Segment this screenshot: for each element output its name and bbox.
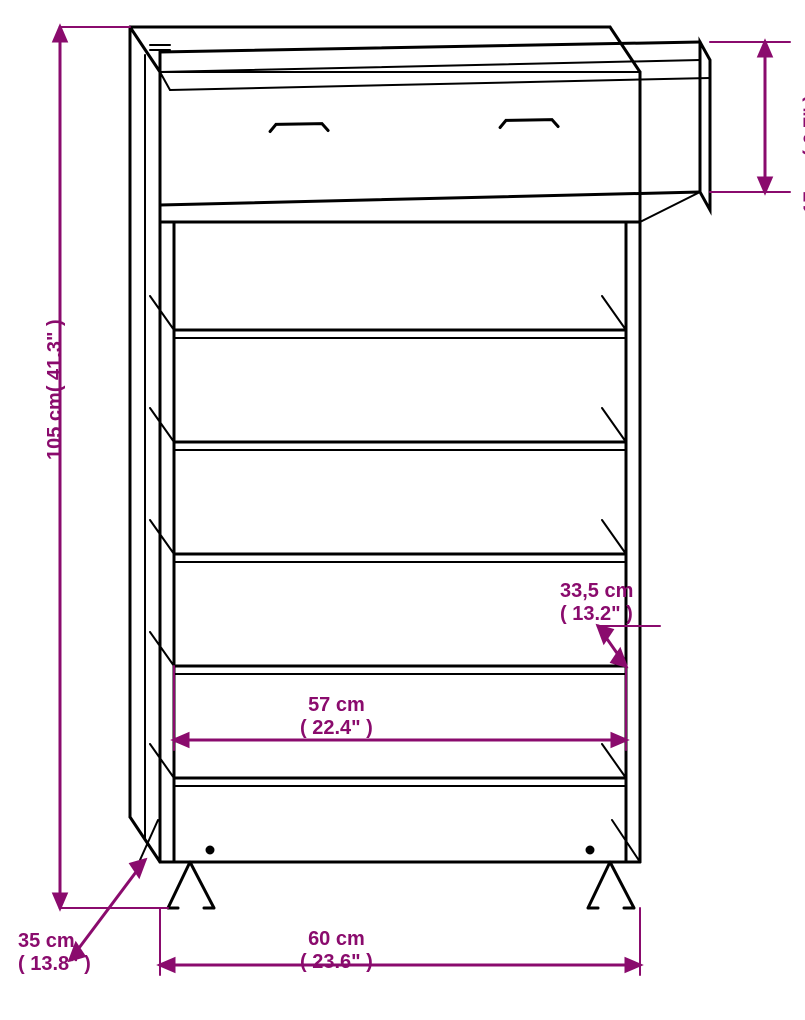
dim-drawer-h-cm: 17 cm( 6.7" ) (800, 95, 805, 213)
dim-shelf-depth: 33,5 cm ( 13.2" ) (560, 580, 633, 626)
dim-total-depth: 35 cm ( 13.8" ) (18, 930, 91, 976)
dimension-svg (0, 0, 805, 1020)
dim-height: 105 cm( 41.3" ) (44, 319, 67, 460)
dim-shelf-width: 57 cm ( 22.4" ) (300, 694, 373, 740)
dim-total-width: 60 cm ( 23.6" ) (300, 928, 373, 974)
diagram-canvas: 105 cm( 41.3" ) 17 cm( 6.7" ) 33,5 cm ( … (0, 0, 805, 1020)
